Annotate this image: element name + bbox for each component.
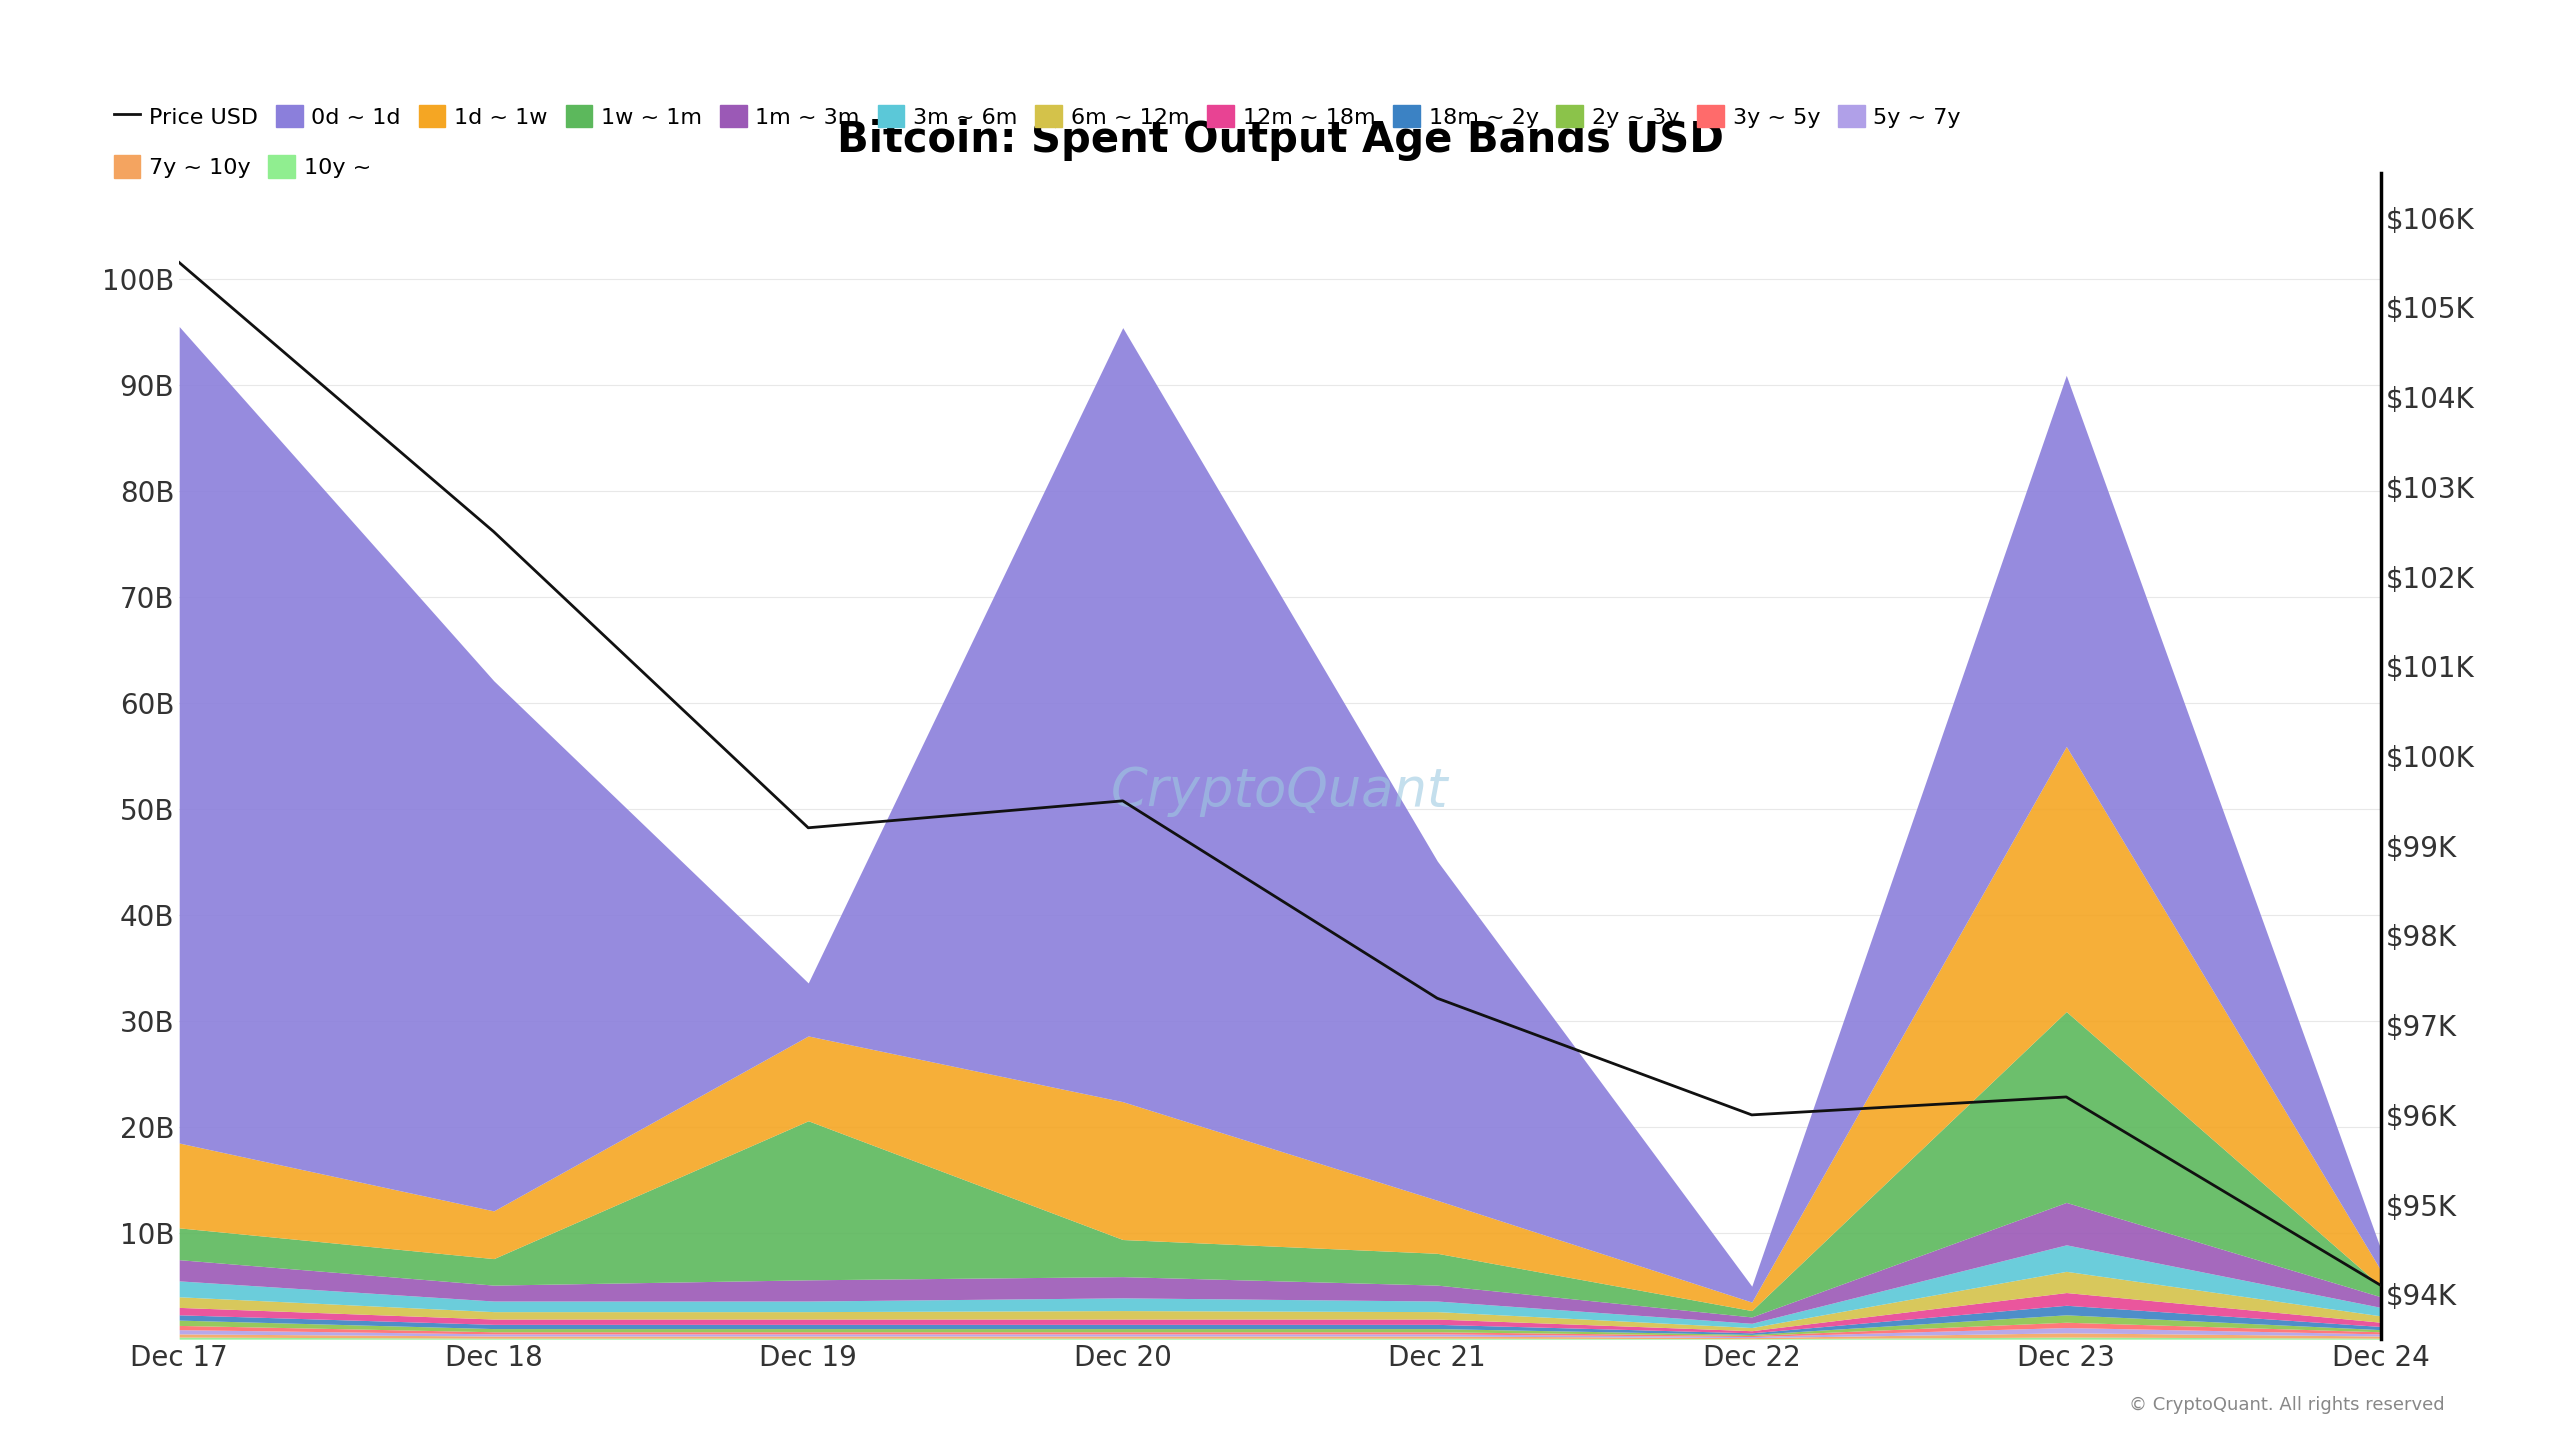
Title: Bitcoin: Spent Output Age Bands USD: Bitcoin: Spent Output Age Bands USD [837,120,1723,161]
Text: CryptoQuant: CryptoQuant [1111,765,1449,816]
Legend: 7y ~ 10y, 10y ~: 7y ~ 10y, 10y ~ [113,156,371,179]
Text: © CryptoQuant. All rights reserved: © CryptoQuant. All rights reserved [2130,1397,2445,1414]
Legend: Price USD, 0d ~ 1d, 1d ~ 1w, 1w ~ 1m, 1m ~ 3m, 3m ~ 6m, 6m ~ 12m, 12m ~ 18m, 18m: Price USD, 0d ~ 1d, 1d ~ 1w, 1w ~ 1m, 1m… [113,105,1961,128]
